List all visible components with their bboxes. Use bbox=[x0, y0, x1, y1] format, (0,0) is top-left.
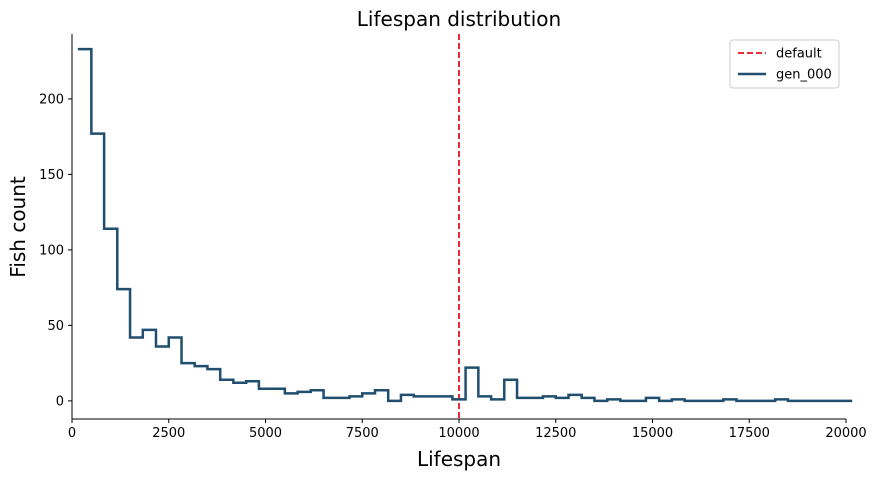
legend-label-gen_000: gen_000 bbox=[776, 68, 832, 83]
series-line-gen_000 bbox=[77, 47, 853, 403]
x-axis-title: Lifespan bbox=[417, 447, 501, 471]
x-tick-label: 0 bbox=[68, 426, 76, 441]
x-tick-label: 7500 bbox=[346, 426, 379, 441]
x-tick-label: 15000 bbox=[632, 426, 673, 441]
x-tick-label: 17500 bbox=[729, 426, 770, 441]
plot-area bbox=[77, 34, 853, 419]
x-tick-label: 5000 bbox=[249, 426, 282, 441]
x-tick-label: 20000 bbox=[825, 426, 866, 441]
y-tick-label: 50 bbox=[47, 319, 64, 334]
legend: default gen_000 bbox=[729, 39, 840, 89]
y-axis-title: Fish count bbox=[6, 176, 30, 278]
x-tick-label: 2500 bbox=[152, 426, 185, 441]
y-tick-label: 100 bbox=[39, 243, 64, 258]
y-tick-label: 200 bbox=[39, 92, 64, 107]
legend-box bbox=[729, 39, 840, 89]
x-tick-label: 12500 bbox=[535, 426, 576, 441]
y-tick-label: 0 bbox=[56, 394, 64, 409]
x-tick-label: 10000 bbox=[438, 426, 479, 441]
y-axis-ticks: 0 50 100 150 200 bbox=[39, 92, 72, 409]
legend-label-default: default bbox=[776, 47, 822, 62]
y-tick-label: 150 bbox=[39, 168, 64, 183]
chart-title: Lifespan distribution bbox=[357, 7, 561, 31]
x-axis-ticks: 0 2500 5000 7500 10000 12500 15000 17500 20000 bbox=[68, 419, 867, 441]
